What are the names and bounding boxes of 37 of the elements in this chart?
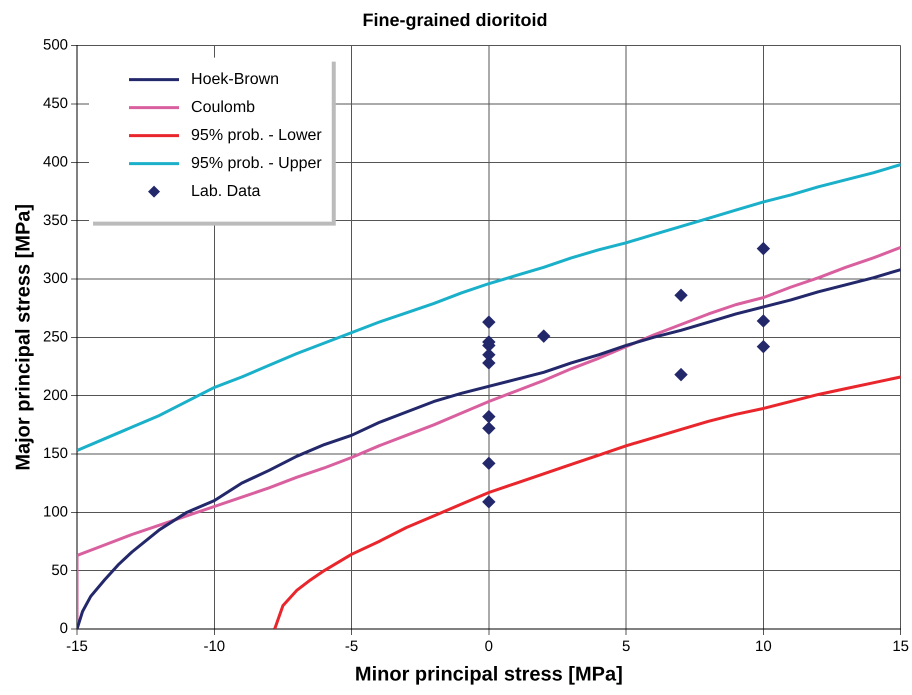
legend-label: Hoek-Brown	[191, 71, 280, 88]
x-tick-label: 5	[622, 638, 630, 656]
point	[674, 368, 688, 382]
x-tick-label: -5	[344, 638, 358, 656]
x-tick-label: 15	[892, 638, 909, 656]
x-tick-label: 10	[755, 638, 772, 656]
y-axis-title: Major principal stress [MPa]	[12, 204, 35, 471]
point	[674, 288, 688, 302]
y-tick-label: 0	[60, 620, 68, 638]
legend-label: 95% prob. - Lower	[191, 127, 322, 144]
y-tick-label: 500	[42, 36, 68, 54]
legend-label: Coulomb	[191, 99, 256, 116]
point	[482, 316, 496, 329]
chart-title: Fine-grained dioritoid	[362, 10, 548, 30]
y-tick-label: 200	[42, 386, 68, 404]
x-tick-label: 0	[484, 638, 494, 656]
y-tick-label: 350	[42, 212, 68, 229]
y-tick-label: 450	[42, 95, 68, 112]
y-tick-label: 400	[42, 153, 68, 170]
x-axis-title: Minor principal stress [MPa]	[354, 664, 623, 686]
x-tick-label: -10	[203, 638, 226, 656]
point	[482, 495, 496, 508]
point	[756, 314, 770, 328]
legend-label: 95% prob. - Upper	[191, 155, 322, 172]
y-tick-label: 50	[51, 562, 68, 579]
legend-label: Lab. Data	[191, 183, 261, 200]
y-tick-label: 300	[42, 270, 68, 288]
point	[482, 456, 496, 470]
point	[756, 242, 770, 256]
x-tick-label: -15	[66, 638, 88, 656]
y-tick-label: 100	[42, 503, 68, 520]
point	[756, 340, 770, 354]
point	[537, 330, 550, 343]
point	[482, 422, 496, 435]
y-tick-label: 150	[42, 445, 68, 462]
point	[482, 410, 496, 424]
y-tick-label: 250	[42, 328, 68, 346]
